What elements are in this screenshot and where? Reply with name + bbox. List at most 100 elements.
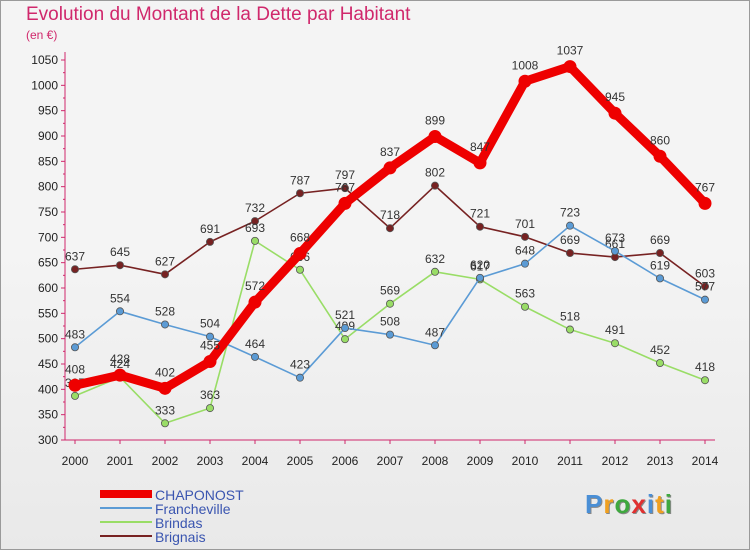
data-label: 669 [650,233,670,247]
logo-letter: i [646,489,656,519]
x-tick-label: 2010 [512,454,539,468]
data-point [698,196,712,210]
data-point [295,373,304,382]
data-point [701,295,710,304]
data-label: 627 [155,254,175,268]
data-point [608,106,622,120]
data-label: 673 [605,231,625,245]
data-label: 669 [560,233,580,247]
data-point [250,236,259,245]
data-label: 637 [65,249,85,263]
data-point [203,354,217,368]
data-point [518,74,532,88]
data-point [475,273,484,282]
y-tick-label: 850 [38,154,58,168]
data-point [656,358,665,367]
data-point [656,249,665,258]
data-point [430,341,439,350]
x-tick-label: 2005 [287,454,314,468]
data-label: 767 [335,180,355,194]
legend-label: CHAPONOST [155,487,244,503]
data-label: 732 [245,201,265,215]
data-point [475,222,484,231]
data-label: 423 [290,358,310,372]
x-tick-label: 2004 [242,454,269,468]
data-point [295,189,304,198]
x-tick-label: 2006 [332,454,359,468]
data-label: 787 [290,173,310,187]
data-point [656,274,665,283]
data-point [158,381,172,395]
data-point [430,267,439,276]
logo-letter: r [603,489,615,519]
data-point [385,224,394,233]
data-point [385,299,394,308]
data-label: 860 [650,133,670,147]
y-tick-label: 800 [38,180,58,194]
x-tick-label: 2003 [197,454,224,468]
data-point [521,302,530,311]
chart-title: Evolution du Montant de la Dette par Hab… [26,4,411,25]
data-label: 491 [605,323,625,337]
data-label: 723 [560,206,580,220]
data-point [295,265,304,274]
data-label: 701 [515,217,535,231]
data-point [250,217,259,226]
data-point [71,343,80,352]
data-label: 455 [200,338,220,352]
data-point [566,221,575,230]
data-point [116,261,125,270]
logo-letter: P [585,489,604,519]
data-point [205,404,214,413]
data-point [473,156,487,170]
data-label: 802 [425,166,445,180]
data-label: 528 [155,304,175,318]
legend-label: Brindas [155,515,202,531]
data-label: 518 [560,310,580,324]
data-label: 408 [65,362,85,376]
data-point [160,270,169,279]
x-tick-label: 2000 [62,454,89,468]
data-label: 1037 [557,44,584,58]
data-point [385,330,394,339]
x-tick-label: 2011 [557,454,583,468]
data-label: 464 [245,337,265,351]
data-point [338,196,352,210]
x-tick-label: 2013 [647,454,674,468]
data-label: 563 [515,287,535,301]
data-label: 508 [380,315,400,329]
logo-letter: o [614,489,632,519]
data-point [68,378,82,392]
y-tick-label: 950 [38,104,58,118]
data-label: 617 [470,259,490,273]
y-tick-label: 600 [38,281,58,295]
y-tick-label: 450 [38,357,58,371]
data-point [611,247,620,256]
y-tick-label: 700 [38,230,58,244]
data-point [521,259,530,268]
data-label: 620 [470,258,490,272]
data-label: 572 [245,279,265,293]
logo-letter: i [664,489,673,519]
data-label: 487 [425,325,445,339]
data-label: 847 [470,140,490,154]
data-label: 483 [65,327,85,341]
data-point [566,325,575,334]
data-point [566,249,575,258]
brand-logo: Proxiti [585,489,673,520]
data-label: 645 [110,245,130,259]
data-label: 363 [200,388,220,402]
data-point [383,161,397,175]
data-label: 619 [650,258,670,272]
y-tick-label: 550 [38,306,58,320]
data-point [205,237,214,246]
data-label: 632 [425,252,445,266]
data-label: 668 [290,231,310,245]
data-label: 899 [425,114,445,128]
data-label: 721 [470,207,490,221]
data-label: 693 [245,221,265,235]
data-label: 521 [335,308,355,322]
data-label: 554 [110,291,130,305]
data-point [428,130,442,144]
